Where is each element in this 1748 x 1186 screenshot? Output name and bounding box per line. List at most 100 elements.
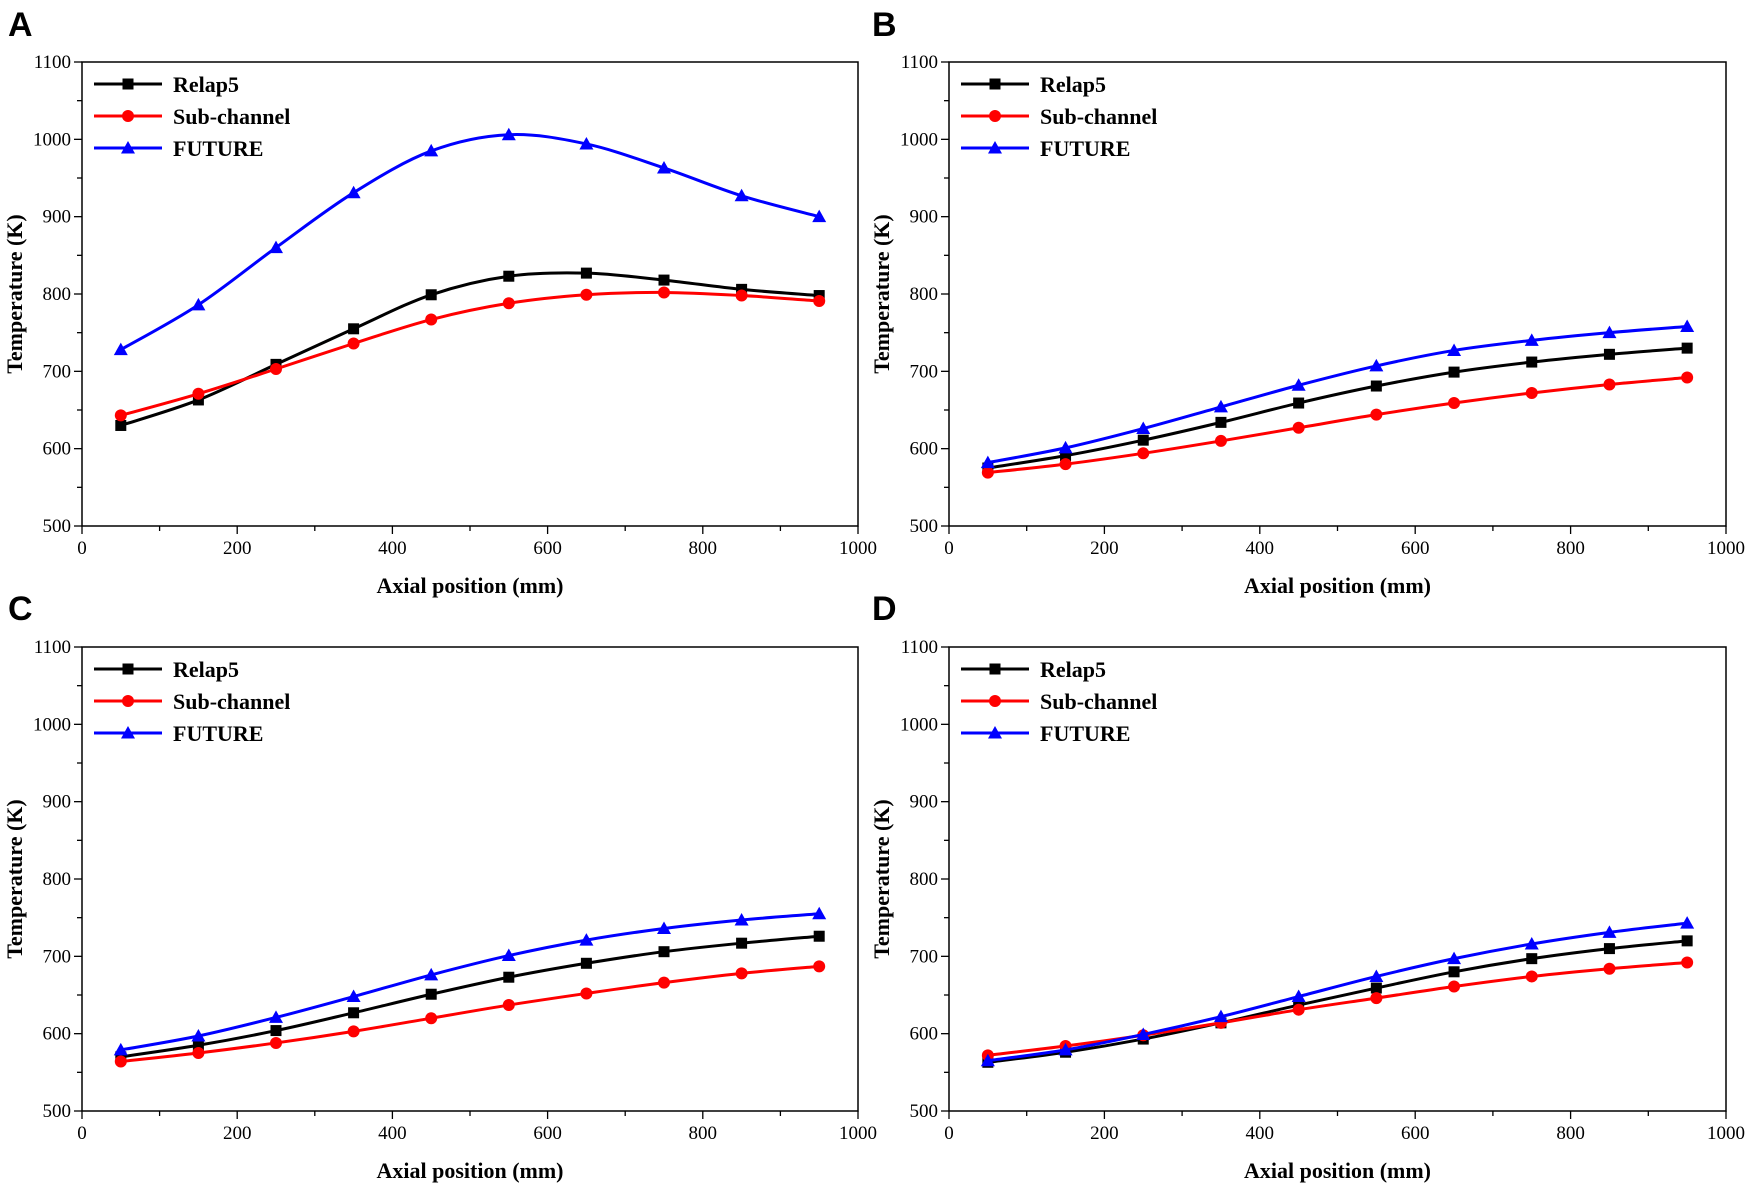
data-point bbox=[812, 906, 827, 920]
y-tick-label: 500 bbox=[910, 516, 939, 537]
y-tick-label: 1100 bbox=[901, 52, 938, 73]
data-point bbox=[425, 289, 437, 301]
y-tick-label: 700 bbox=[910, 361, 939, 382]
y-tick-label: 900 bbox=[43, 207, 72, 228]
x-tick-label: 0 bbox=[944, 1123, 954, 1144]
x-tick-label: 600 bbox=[533, 1123, 562, 1144]
legend: Relap5 Sub-channel FUTURE bbox=[94, 72, 290, 161]
y-tick-label: 800 bbox=[910, 284, 939, 305]
legend-label: FUTURE bbox=[173, 721, 263, 746]
data-point bbox=[1291, 378, 1306, 391]
data-point bbox=[1369, 358, 1384, 372]
data-point bbox=[1213, 399, 1228, 413]
x-tick-label: 0 bbox=[944, 538, 954, 559]
data-point bbox=[348, 323, 360, 335]
data-point bbox=[269, 240, 283, 254]
data-point bbox=[580, 987, 593, 1000]
data-point bbox=[813, 294, 826, 307]
y-tick-label: 600 bbox=[910, 1024, 939, 1045]
series-sub-channel bbox=[114, 960, 826, 1068]
chart-panel-b: B 0 200 400 600 800 1000 500 600 700 800 900 1000 110… bbox=[869, 6, 1745, 598]
series-sub-channel bbox=[114, 286, 826, 422]
data-point bbox=[1214, 434, 1227, 447]
panel-letter: A bbox=[8, 6, 33, 44]
data-point bbox=[425, 988, 437, 1000]
data-point bbox=[580, 267, 592, 279]
data-point bbox=[424, 967, 439, 981]
legend-marker bbox=[122, 663, 134, 675]
x-tick-label: 1000 bbox=[839, 538, 877, 559]
data-point bbox=[980, 1053, 995, 1067]
chart-panel-a: A 0 200 400 600 800 1000 500 600 700 800 900 1000 110… bbox=[2, 6, 877, 598]
legend: Relap5 Sub-channel FUTURE bbox=[961, 72, 1157, 161]
legend: Relap5 Sub-channel FUTURE bbox=[961, 657, 1157, 746]
series-relap5 bbox=[115, 930, 825, 1063]
y-tick-label: 1000 bbox=[900, 714, 938, 735]
data-point bbox=[812, 209, 827, 223]
x-tick-label: 200 bbox=[223, 538, 252, 559]
x-tick-label: 400 bbox=[1246, 1123, 1275, 1144]
x-tick-label: 800 bbox=[1556, 1123, 1585, 1144]
data-point bbox=[734, 188, 749, 202]
legend-label: FUTURE bbox=[1040, 136, 1130, 161]
data-point bbox=[192, 1047, 205, 1059]
x-tick-label: 400 bbox=[378, 1123, 407, 1144]
data-point bbox=[347, 337, 360, 350]
data-point bbox=[1213, 1009, 1228, 1023]
data-point bbox=[981, 466, 994, 479]
legend-label: Relap5 bbox=[173, 72, 239, 97]
series-line-future bbox=[987, 921, 1688, 1063]
y-tick-label: 800 bbox=[43, 284, 72, 305]
y-axis-title: Temperature (K) bbox=[2, 799, 27, 958]
data-point bbox=[347, 1025, 360, 1038]
y-tick-label: 900 bbox=[910, 792, 939, 813]
x-tick-label: 800 bbox=[1556, 538, 1585, 559]
data-point bbox=[657, 160, 671, 174]
data-point bbox=[348, 1007, 360, 1019]
panel-letter: C bbox=[8, 590, 33, 628]
legend-marker bbox=[989, 695, 1001, 707]
data-point bbox=[580, 957, 592, 969]
series-line-sub-channel bbox=[987, 376, 1688, 475]
y-axis-title: Temperature (K) bbox=[869, 214, 894, 373]
data-point bbox=[658, 286, 670, 299]
y-tick-label: 700 bbox=[43, 361, 72, 382]
data-point bbox=[1215, 416, 1227, 428]
data-point bbox=[192, 387, 205, 400]
data-point bbox=[1525, 386, 1538, 399]
series-relap5 bbox=[115, 267, 825, 431]
data-point bbox=[1292, 1003, 1305, 1016]
series-future bbox=[113, 906, 827, 1056]
data-point bbox=[1291, 989, 1306, 1003]
data-point bbox=[1136, 421, 1151, 435]
y-tick-label: 500 bbox=[910, 1101, 939, 1122]
y-tick-label: 1100 bbox=[34, 637, 71, 658]
data-point bbox=[270, 1025, 282, 1037]
data-point bbox=[192, 1039, 204, 1051]
y-tick-label: 600 bbox=[910, 439, 939, 460]
legend-marker bbox=[989, 663, 1001, 675]
data-point bbox=[114, 409, 127, 422]
series-sub-channel bbox=[981, 371, 1694, 479]
x-axis-title: Axial position (mm) bbox=[1244, 573, 1431, 598]
data-point bbox=[580, 288, 593, 301]
x-tick-label: 0 bbox=[77, 538, 87, 559]
data-point bbox=[735, 967, 748, 980]
x-axis-title: Axial position (mm) bbox=[377, 1158, 564, 1183]
data-point bbox=[1137, 434, 1149, 446]
series-relap5 bbox=[982, 342, 1693, 474]
data-point bbox=[1525, 970, 1538, 983]
data-point bbox=[980, 455, 995, 469]
series-future bbox=[113, 127, 827, 356]
data-point bbox=[1524, 333, 1539, 346]
data-point bbox=[1603, 943, 1615, 955]
x-tick-label: 400 bbox=[1246, 538, 1275, 559]
data-point bbox=[734, 912, 749, 926]
y-tick-label: 1000 bbox=[33, 714, 71, 735]
panel-letter: D bbox=[872, 590, 897, 628]
data-point bbox=[1603, 378, 1616, 391]
y-tick-label: 1000 bbox=[900, 129, 938, 150]
y-tick-label: 1000 bbox=[33, 129, 71, 150]
legend: Relap5 Sub-channel FUTURE bbox=[94, 657, 290, 746]
